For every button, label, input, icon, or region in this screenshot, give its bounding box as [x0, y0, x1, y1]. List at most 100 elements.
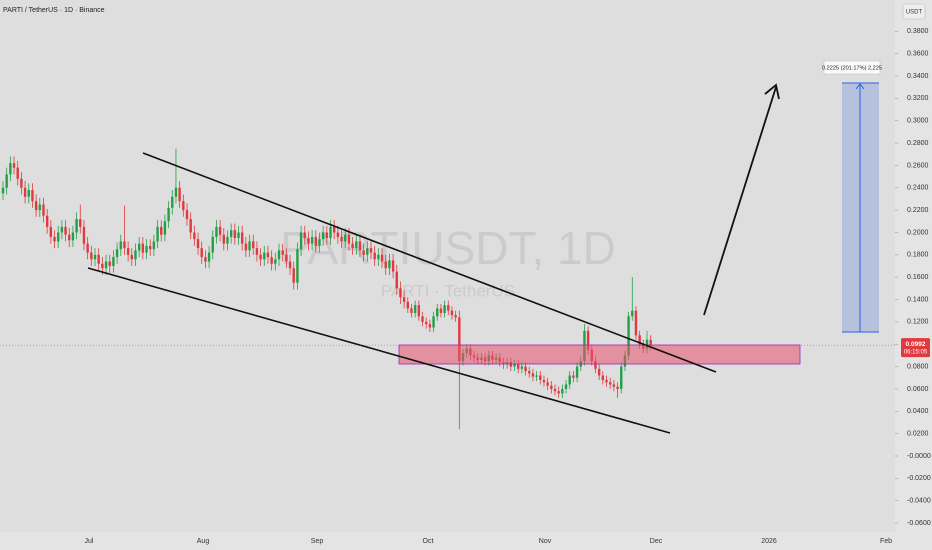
candle-body — [373, 252, 376, 260]
candle-body — [402, 297, 406, 302]
candle-body — [156, 226, 159, 242]
y-tick-label: 0.3600 — [907, 50, 929, 57]
candle-body — [344, 234, 347, 242]
countdown: 06:15:05 — [904, 350, 928, 356]
candle-body — [229, 230, 233, 237]
candle-body — [572, 375, 575, 378]
x-tick-label: 2026 — [761, 538, 777, 545]
candle-body — [362, 250, 365, 255]
candle-body — [97, 254, 100, 264]
candle-body — [296, 249, 299, 283]
candle-body — [439, 308, 443, 313]
candle-body — [380, 254, 384, 262]
x-tick-label: Nov — [539, 538, 552, 545]
candle-body — [270, 257, 273, 264]
support-zone — [398, 344, 801, 365]
candle-body — [605, 380, 608, 383]
candle-body — [447, 305, 450, 311]
candle-body — [86, 243, 89, 253]
candle-body — [218, 226, 222, 235]
candle-body — [90, 252, 93, 260]
measure-label-box — [823, 60, 881, 75]
candle-body — [49, 226, 53, 237]
candle-body — [586, 330, 590, 350]
candle-body — [310, 236, 314, 244]
candle-body — [163, 221, 167, 235]
candle-body — [27, 190, 30, 197]
candle-body — [609, 382, 612, 385]
candle-body — [631, 310, 634, 317]
candle-body — [550, 385, 553, 389]
y-tick-label: 0.2000 — [907, 229, 929, 236]
candle-body — [443, 305, 446, 313]
y-tick-label: 0.1200 — [907, 319, 929, 326]
candle-body — [649, 339, 652, 346]
candle-body — [248, 241, 251, 251]
candle-body — [539, 375, 542, 380]
candle-body — [410, 308, 413, 313]
y-tick-label: 0.0800 — [907, 363, 929, 370]
candle-body — [285, 254, 288, 262]
candle-body — [377, 254, 380, 260]
candle-body — [263, 252, 266, 260]
candle-body — [292, 268, 295, 283]
candle-body — [336, 232, 340, 237]
candle-body — [531, 373, 535, 377]
candle-body — [93, 254, 97, 260]
candle-body — [406, 301, 409, 309]
candle-body — [134, 250, 137, 260]
candle-body — [82, 226, 86, 244]
candle-body — [564, 384, 568, 389]
candle-body — [34, 201, 38, 211]
candle-body — [391, 260, 395, 272]
candle-body — [620, 366, 623, 389]
candle-body — [513, 364, 516, 367]
watermark-subtitle: PARTI · TetherUS — [381, 281, 515, 300]
time-axis — [0, 532, 895, 550]
candle-body — [638, 335, 641, 345]
candle-body — [174, 187, 178, 197]
y-tick-label: 0.3000 — [907, 118, 929, 125]
candle-body — [215, 226, 218, 237]
candle-body — [189, 219, 192, 233]
y-tick-label: 0.1600 — [907, 274, 929, 281]
candle-body — [399, 288, 402, 298]
candle-body — [333, 226, 336, 233]
candle-body — [425, 321, 428, 325]
candle-body — [171, 196, 174, 208]
projection-arrow-head — [764, 83, 780, 100]
candle-body — [528, 371, 531, 374]
candle-body — [594, 361, 597, 369]
candle-body — [432, 316, 435, 328]
candle-body — [288, 261, 292, 269]
candle-body — [178, 187, 181, 202]
candle-body — [307, 238, 310, 244]
candle-body — [277, 250, 281, 260]
candle-body — [325, 232, 329, 239]
y-tick-label: 0.1400 — [907, 296, 929, 303]
candle-body — [141, 243, 145, 253]
candle-body — [546, 382, 549, 386]
y-tick-label: 0.2200 — [907, 207, 929, 214]
candle-body — [421, 316, 424, 322]
candle-body — [79, 219, 82, 227]
candle-body — [38, 204, 41, 211]
candle-body — [123, 241, 126, 249]
candle-body — [612, 384, 616, 387]
candle-body — [303, 232, 306, 239]
candle-body — [160, 226, 163, 235]
trend-line-upper — [142, 152, 717, 373]
candle-body — [601, 375, 605, 380]
candle-body — [244, 243, 248, 251]
candle-body — [31, 190, 34, 202]
candle-body — [281, 250, 284, 255]
candle-body — [226, 236, 229, 244]
candle-body — [119, 241, 122, 250]
candle-body — [126, 248, 130, 255]
candle-body — [60, 226, 64, 233]
y-tick-label: 0.2400 — [907, 185, 929, 192]
x-tick-label: Oct — [423, 538, 434, 545]
candle-body — [182, 201, 185, 211]
candle-body — [57, 232, 60, 242]
candle-body — [204, 257, 207, 262]
